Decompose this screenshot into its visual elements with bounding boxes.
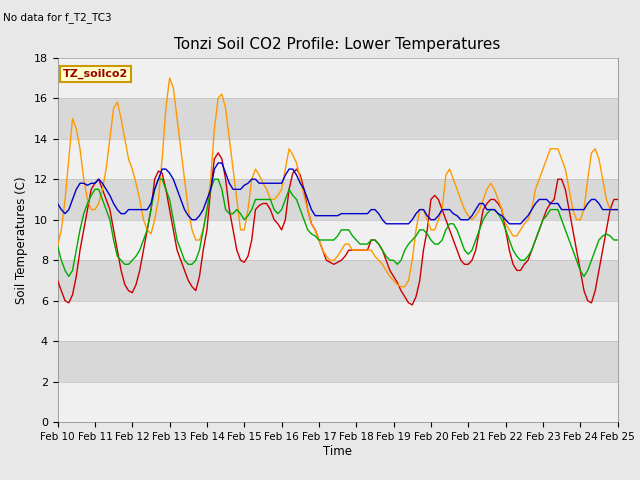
Title: Tonzi Soil CO2 Profile: Lower Temperatures: Tonzi Soil CO2 Profile: Lower Temperatur… bbox=[175, 37, 500, 52]
Bar bbox=[58, 341, 618, 382]
Bar bbox=[58, 139, 618, 179]
Bar bbox=[58, 179, 618, 220]
Bar bbox=[58, 220, 618, 260]
Bar bbox=[58, 58, 618, 98]
X-axis label: Time: Time bbox=[323, 445, 352, 458]
Text: TZ_soilco2: TZ_soilco2 bbox=[63, 69, 129, 79]
Y-axis label: Soil Temperatures (C): Soil Temperatures (C) bbox=[15, 176, 28, 304]
Text: No data for f_T2_TC3: No data for f_T2_TC3 bbox=[3, 12, 112, 23]
Legend: Open -8cm, Tree -8cm, Open -16cm, Tree -16cm: Open -8cm, Tree -8cm, Open -16cm, Tree -… bbox=[118, 476, 557, 480]
Bar bbox=[58, 98, 618, 139]
Bar bbox=[58, 260, 618, 301]
Bar bbox=[58, 301, 618, 341]
Bar bbox=[58, 382, 618, 422]
